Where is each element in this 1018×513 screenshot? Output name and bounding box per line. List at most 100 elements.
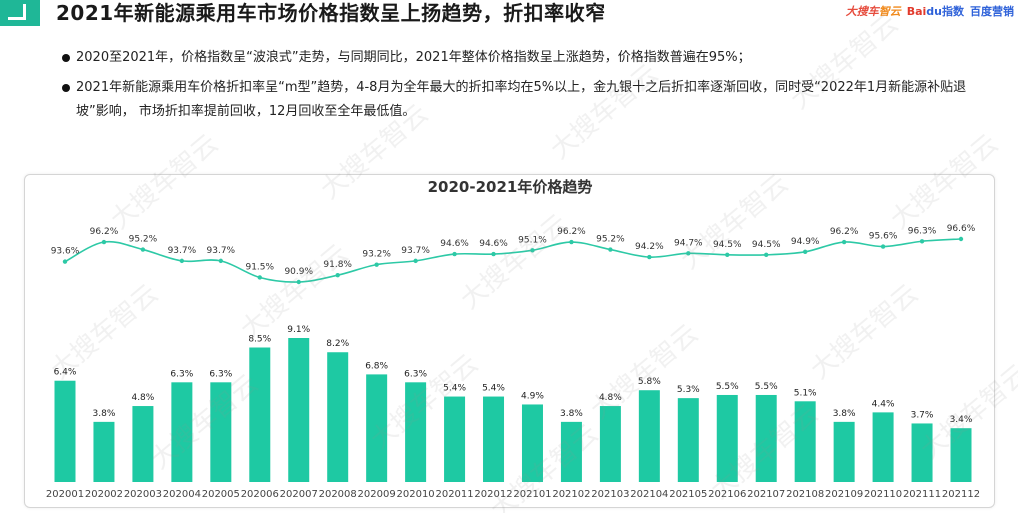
chart-title: 2020-2021年价格趋势	[428, 178, 593, 196]
discount-bar-202102	[560, 421, 582, 482]
price-index-point-202002	[101, 239, 107, 245]
discount-bars: 6.4% 3.8% 4.8% 6.3% 6.3% 8.5% 9.1% 8.2% 6.8% 6.3%…	[54, 325, 973, 482]
price-index-label-202008: 91.8%	[323, 260, 352, 270]
discount-bar-202008	[327, 352, 349, 482]
discount-bar-label-202003: 4.8%	[131, 393, 154, 403]
discount-bar-label-202007: 9.1%	[287, 325, 310, 335]
price-index-label-202010: 93.7%	[401, 246, 430, 256]
price-index-label-202011: 94.6%	[440, 239, 469, 249]
bullet-price-index: 2020至2021年，价格指数呈“波浪式”走势，与同期同比，2021年整体价格指…	[58, 46, 988, 70]
price-index-point-202004	[179, 258, 185, 264]
x-tick-202110: 202110	[864, 489, 902, 500]
discount-bar-202103	[599, 406, 621, 482]
x-tick-202009: 202009	[358, 489, 396, 500]
discount-bar-label-202108: 5.1%	[794, 388, 817, 398]
partner-logos: 大搜车智云 Baidu指数 百度营销	[846, 3, 1014, 19]
discount-bar-202006	[249, 347, 271, 482]
price-index-line: 93.6% 96.2% 95.2% 93.7% 93.7% 91.5% 90.9% 91.8%…	[51, 224, 976, 285]
x-tick-202011: 202011	[435, 489, 473, 500]
price-index-point-202112	[958, 236, 964, 242]
price-index-point-202009	[374, 262, 379, 267]
x-tick-202103: 202103	[591, 489, 629, 500]
discount-bar-202107	[755, 394, 777, 482]
price-index-point-202111	[919, 239, 925, 244]
price-index-point-202001	[62, 259, 68, 264]
x-tick-202108: 202108	[786, 489, 824, 500]
price-index-point-202010	[413, 258, 418, 264]
price-index-point-202109	[841, 239, 847, 245]
price-index-point-202106	[725, 252, 730, 258]
discount-bar-label-202107: 5.5%	[755, 382, 778, 392]
x-tick-202105: 202105	[669, 489, 707, 500]
discount-bar-label-202103: 4.8%	[599, 393, 622, 403]
price-index-point-202101	[530, 248, 535, 253]
price-index-label-202110: 95.6%	[869, 232, 898, 242]
price-index-point-202108	[802, 249, 808, 255]
price-index-point-202006	[257, 275, 262, 280]
price-index-label-202112: 96.6%	[947, 224, 976, 234]
discount-bar-202109	[833, 421, 855, 482]
discount-bar-202007	[288, 338, 310, 482]
price-index-label-202107: 94.5%	[752, 240, 781, 250]
x-tick-202008: 202008	[319, 489, 357, 500]
bullet-discount-rate: 2021年新能源乘用车价格折扣率呈“m型”趋势，4-8月为全年最大的折扣率均在5…	[58, 76, 988, 124]
x-tick-202005: 202005	[202, 489, 240, 500]
price-index-point-202110	[880, 244, 886, 249]
discount-bar-202108	[794, 401, 816, 482]
price-index-label-202105: 94.7%	[674, 238, 703, 248]
x-tick-202106: 202106	[708, 489, 746, 500]
price-index-label-202001: 93.6%	[51, 247, 80, 257]
discount-bar-202101	[521, 404, 543, 482]
x-tick-202111: 202111	[903, 489, 941, 500]
x-tick-202102: 202102	[552, 489, 590, 500]
price-trend-chart: 2020-2021年价格趋势 6.4% 3.8% 4.8% 6.3% 6.3% 8.5% 9…	[46, 178, 980, 500]
x-tick-202007: 202007	[280, 489, 318, 500]
discount-bar-label-202111: 3.7%	[911, 410, 934, 420]
price-index-point-202103	[608, 247, 613, 252]
price-trend-chart-card: 2020-2021年价格趋势 6.4% 3.8% 4.8% 6.3% 6.3% 8.5% 9…	[24, 174, 995, 508]
discount-bar-202011	[444, 396, 466, 482]
price-index-point-202102	[569, 239, 574, 245]
price-index-point-202012	[491, 251, 496, 257]
dasou-logo: 大搜车智云	[845, 5, 901, 18]
discount-bar-202104	[638, 390, 660, 482]
price-index-label-202007: 90.9%	[284, 267, 313, 277]
discount-bar-label-202009: 6.8%	[365, 361, 388, 371]
header-accent-block	[0, 0, 40, 26]
discount-bar-label-202105: 5.3%	[677, 385, 700, 395]
price-index-label-202109: 96.2%	[830, 227, 859, 237]
summary-bullets: 2020至2021年，价格指数呈“波浪式”走势，与同期同比，2021年整体价格指…	[58, 46, 988, 124]
price-index-label-202103: 95.2%	[596, 235, 625, 245]
baidu-index-logo: Baidu指数	[906, 5, 964, 18]
discount-bar-202004	[171, 382, 193, 482]
price-index-label-202104: 94.2%	[635, 242, 664, 252]
discount-bar-label-202001: 6.4%	[54, 368, 77, 378]
price-index-line-path	[64, 238, 962, 283]
discount-bar-label-202002: 3.8%	[93, 409, 116, 419]
discount-bar-label-202004: 6.3%	[170, 369, 193, 379]
price-index-label-202012: 94.6%	[479, 239, 508, 249]
price-index-label-202101: 95.1%	[518, 235, 547, 245]
discount-bar-label-202112: 3.4%	[950, 415, 973, 425]
discount-bar-label-202106: 5.5%	[716, 382, 739, 392]
price-index-point-202011	[452, 251, 457, 257]
x-tick-202104: 202104	[630, 489, 668, 500]
price-index-point-202008	[335, 273, 340, 278]
discount-bar-label-202005: 6.3%	[209, 369, 232, 379]
discount-bar-label-202101: 4.9%	[521, 391, 544, 401]
x-tick-202112: 202112	[942, 489, 980, 500]
page-title: 2021年新能源乘用车市场价格指数呈上扬趋势，折扣率收窄	[56, 1, 606, 25]
price-index-label-202003: 95.2%	[129, 235, 158, 245]
baidu-marketing-logo: 百度营销	[970, 5, 1014, 18]
discount-bar-202106	[716, 394, 738, 482]
price-index-point-202105	[686, 251, 691, 256]
x-tick-202012: 202012	[474, 489, 512, 500]
discount-bar-label-202006: 8.5%	[248, 334, 271, 344]
discount-bar-202112	[950, 428, 972, 482]
x-tick-202006: 202006	[241, 489, 279, 500]
header-accent-icon	[8, 4, 26, 20]
x-tick-202010: 202010	[397, 489, 435, 500]
price-index-label-202102: 96.2%	[557, 227, 586, 237]
discount-bar-202001	[54, 380, 76, 482]
price-index-point-202003	[140, 247, 146, 252]
